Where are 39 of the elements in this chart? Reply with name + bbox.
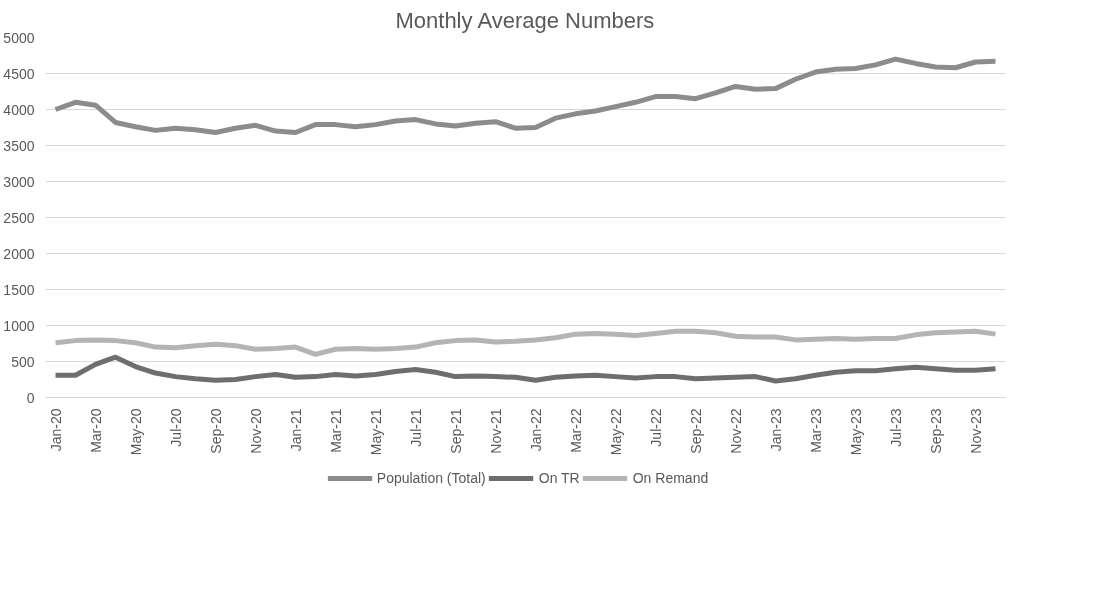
x-tick-label: Jan-23 (767, 408, 784, 452)
y-tick-label: 2000 (3, 245, 35, 262)
x-tick-label: Sep-23 (927, 408, 944, 454)
x-tick-label: Jan-20 (47, 408, 64, 452)
x-tick-label: Nov-21 (487, 408, 504, 454)
y-tick-label: 4500 (3, 65, 35, 82)
y-tick-label: 1000 (3, 317, 35, 334)
x-tick-label: May-20 (127, 408, 144, 456)
x-tick-label: Nov-20 (247, 408, 264, 454)
x-tick-label: Mar-20 (87, 408, 104, 453)
legend-label: Population (Total) (376, 470, 486, 486)
y-tick-label: 3500 (3, 137, 35, 154)
x-tick-label: Sep-22 (687, 408, 704, 454)
x-tick-label: Jul-20 (167, 408, 184, 447)
legend-label: On Remand (632, 470, 709, 486)
y-tick-label: 5000 (3, 29, 35, 46)
x-tick-label: Mar-23 (807, 408, 824, 453)
x-tick-label: May-21 (367, 408, 384, 456)
y-tick-label: 4000 (3, 101, 35, 118)
x-tick-label: May-22 (607, 408, 624, 456)
x-tick-label: Jan-22 (527, 408, 544, 452)
x-tick-label: Sep-20 (207, 408, 224, 454)
legend-label: On TR (538, 470, 580, 486)
x-tick-label: Jul-21 (407, 408, 424, 447)
y-tick-label: 1500 (3, 281, 35, 298)
x-tick-label: Jul-22 (647, 408, 664, 447)
x-tick-label: Sep-21 (447, 408, 464, 454)
y-tick-label: 2500 (3, 209, 35, 226)
x-tick-label: Jul-23 (887, 408, 904, 447)
x-tick-label: Nov-22 (727, 408, 744, 454)
x-tick-label: Mar-21 (327, 408, 344, 453)
y-tick-label: 500 (11, 353, 35, 370)
y-tick-label: 3000 (3, 173, 35, 190)
x-tick-label: Nov-23 (967, 408, 984, 454)
x-tick-label: May-23 (847, 408, 864, 456)
x-tick-label: Mar-22 (567, 408, 584, 453)
chart-title: Monthly Average Numbers (395, 7, 655, 33)
x-tick-label: Jan-21 (287, 408, 304, 452)
y-tick-label: 0 (26, 389, 35, 406)
